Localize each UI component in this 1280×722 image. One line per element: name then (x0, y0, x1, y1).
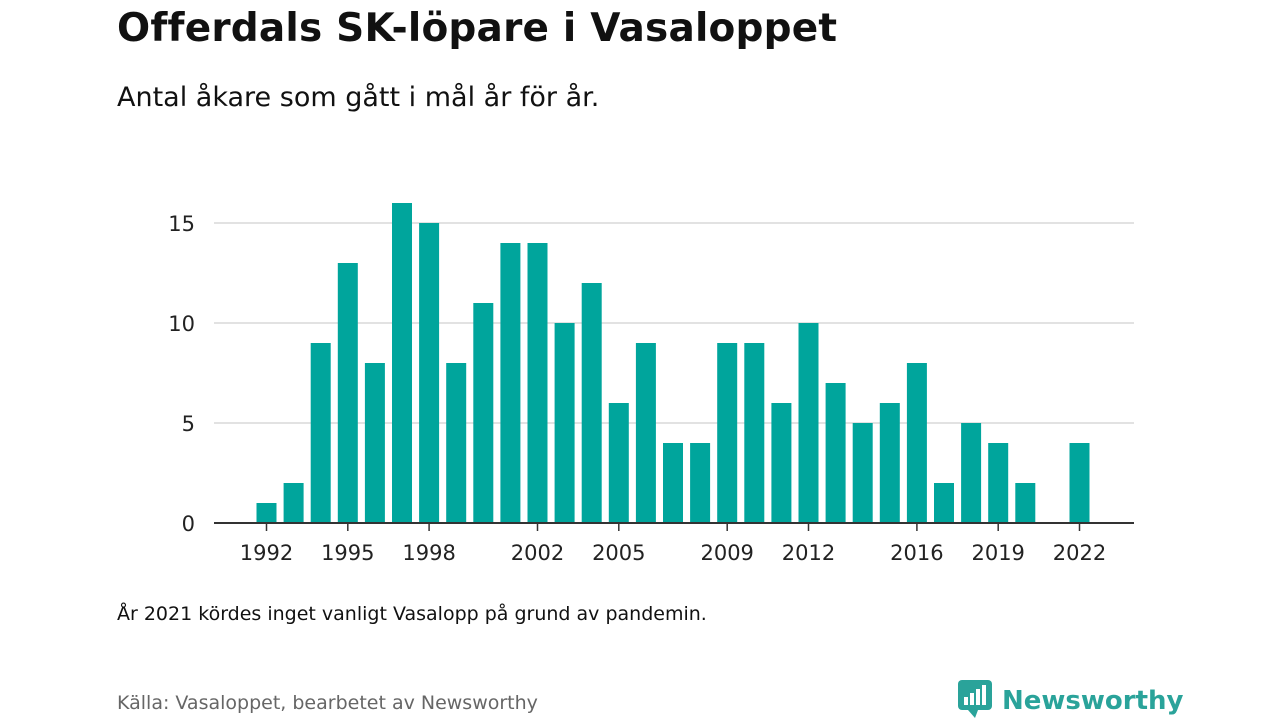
bar (500, 243, 521, 523)
bar (663, 443, 683, 523)
bar (934, 483, 954, 523)
x-tick-label: 2016 (890, 541, 943, 565)
y-tick-label: 15 (168, 212, 195, 236)
bar (717, 343, 738, 523)
bar (771, 403, 792, 523)
bar (310, 343, 331, 523)
newsworthy-logo-icon (958, 680, 992, 722)
bar (906, 363, 927, 523)
x-tick-label: 2012 (782, 541, 835, 565)
x-tick-label: 2002 (511, 541, 564, 565)
chart-title: Offerdals SK-löpare i Vasaloppet (117, 6, 838, 51)
x-tick-label: 1998 (402, 541, 455, 565)
x-tick-label: 1992 (240, 541, 293, 565)
bar (473, 303, 494, 523)
x-tick-label: 1995 (321, 541, 374, 565)
bar (1015, 483, 1036, 523)
bar (635, 343, 656, 523)
y-tick-label: 5 (182, 412, 195, 436)
bar (554, 323, 575, 523)
bar (825, 383, 846, 523)
bar (581, 283, 602, 523)
chart-subtitle: Antal åkare som gått i mål år för år. (117, 82, 600, 113)
y-tick-label: 10 (168, 312, 195, 336)
x-tick-label: 2019 (971, 541, 1024, 565)
bar (392, 203, 412, 523)
bar (283, 483, 304, 523)
bar (446, 363, 467, 523)
x-tick-label: 2009 (700, 541, 753, 565)
bar (961, 423, 982, 523)
x-tick-label: 2005 (592, 541, 645, 565)
bar-chart: 0 5 10 15 1992 1995 1998 2002 2005 2009 2012 2016 20… (168, 203, 1134, 565)
bar (1069, 443, 1090, 523)
chart-note: År 2021 kördes inget vanligt Vasalopp på… (117, 603, 707, 625)
bar (608, 403, 629, 523)
bar (988, 443, 1009, 523)
y-tick-label: 0 (182, 512, 195, 536)
brand-name: Newsworthy (1002, 686, 1184, 716)
bar (744, 343, 765, 523)
bar (690, 443, 711, 523)
bar (527, 243, 548, 523)
bar (419, 223, 440, 523)
x-tick-label: 2022 (1053, 541, 1106, 565)
bar (337, 263, 358, 523)
bar (879, 403, 900, 523)
source-text: Källa: Vasaloppet, bearbetet av Newswort… (117, 692, 538, 714)
bar (852, 423, 873, 523)
bar (798, 323, 819, 523)
bar (256, 503, 277, 523)
newsworthy-logo[interactable]: Newsworthy (958, 680, 1183, 722)
bar (364, 363, 385, 523)
